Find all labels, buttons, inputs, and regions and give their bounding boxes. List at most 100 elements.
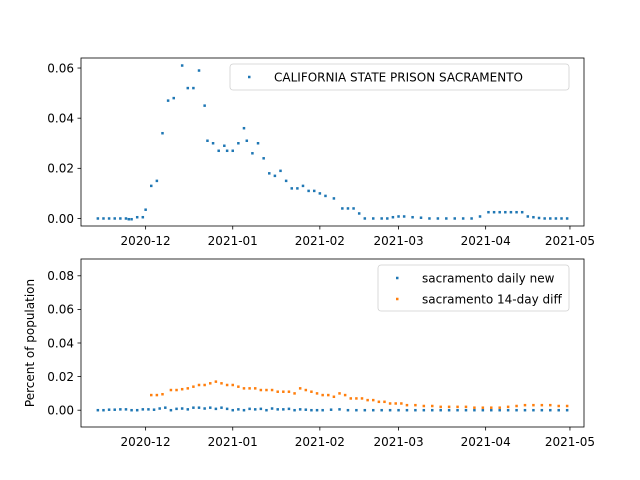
x-tick-label: 2021-02: [295, 234, 345, 248]
data-point: [473, 406, 476, 409]
x-tick-label: 2021-01: [208, 435, 258, 449]
data-point: [565, 408, 569, 412]
series-0: [96, 64, 569, 221]
data-point: [346, 207, 350, 210]
data-point: [180, 64, 184, 67]
data-point: [394, 402, 397, 405]
x-tick-label: 2020-12: [121, 234, 171, 248]
data-point: [96, 217, 100, 220]
data-point: [447, 408, 451, 412]
data-point: [152, 408, 156, 411]
series-1: [150, 380, 569, 409]
data-point: [273, 174, 277, 178]
data-point: [180, 387, 184, 391]
legend-label: CALIFORNIA STATE PRISON SACRAMENTO: [274, 70, 523, 84]
data-point: [259, 407, 263, 411]
x-tick-label: 2021-03: [373, 435, 423, 449]
data-point: [492, 210, 496, 214]
data-point: [253, 387, 257, 390]
data-point: [464, 405, 468, 409]
data-point: [422, 404, 426, 408]
data-point: [175, 388, 178, 392]
x-tick-label: 2021-04: [461, 234, 511, 248]
y-tick-label: 0.04: [47, 336, 74, 350]
data-point: [490, 406, 493, 409]
y-tick-label: 0.00: [47, 404, 74, 418]
data-point: [557, 408, 560, 412]
data-point: [251, 152, 254, 155]
data-point: [473, 408, 476, 412]
data-point: [124, 217, 128, 220]
data-point: [371, 408, 375, 412]
data-point: [270, 407, 274, 410]
data-point: [180, 407, 184, 410]
data-point: [526, 215, 530, 218]
data-point: [560, 217, 563, 220]
data-point: [248, 387, 251, 390]
data-point: [324, 194, 327, 198]
data-point: [253, 408, 257, 411]
data-point: [428, 217, 431, 220]
data-point: [197, 383, 201, 387]
data-point: [209, 382, 212, 385]
data-point: [464, 408, 468, 412]
data-point: [304, 408, 308, 411]
data-point: [296, 187, 299, 190]
data-point: [366, 398, 369, 402]
data-point: [144, 208, 147, 211]
data-point: [158, 407, 161, 410]
data-point: [523, 408, 527, 412]
data-point: [307, 189, 310, 193]
data-point: [532, 408, 535, 412]
data-point: [343, 393, 347, 397]
data-point: [363, 217, 367, 220]
data-point: [388, 408, 392, 412]
data-point: [225, 383, 229, 387]
y-tick-label: 0.08: [47, 269, 74, 283]
legend-box: [229, 63, 570, 91]
data-point: [276, 408, 279, 411]
data-point: [481, 408, 485, 412]
data-point: [329, 408, 333, 411]
y-tick-label: 0.06: [47, 303, 74, 317]
data-point: [357, 212, 361, 215]
data-point: [405, 403, 409, 407]
data-point: [557, 404, 560, 408]
legend-label: sacramento daily new: [422, 271, 555, 285]
legend-marker: [396, 276, 399, 280]
data-point: [119, 217, 122, 220]
data-point: [549, 217, 552, 220]
data-point: [161, 131, 164, 135]
data-point: [279, 169, 282, 173]
data-point: [214, 407, 218, 411]
data-point: [461, 217, 465, 220]
data-point: [380, 217, 383, 220]
plot-frame: [80, 57, 585, 227]
data-point: [532, 403, 535, 407]
data-point: [543, 217, 546, 220]
y-axis-label: Percent of population: [23, 279, 37, 407]
data-point: [197, 406, 201, 409]
data-point: [223, 144, 226, 148]
data-point: [439, 405, 442, 409]
data-point: [220, 406, 223, 409]
data-point: [506, 408, 510, 412]
data-point: [371, 217, 375, 220]
x-tick-label: 2020-12: [121, 435, 171, 449]
data-point: [155, 179, 159, 183]
data-point: [377, 400, 381, 404]
data-point: [192, 406, 195, 409]
data-point: [231, 383, 234, 387]
data-point: [332, 197, 336, 200]
data-point: [481, 406, 485, 409]
data-point: [537, 216, 541, 220]
data-point: [242, 126, 246, 130]
data-point: [209, 406, 212, 409]
x-tick-label: 2021-05: [545, 234, 595, 248]
data-point: [248, 407, 251, 411]
data-point: [490, 408, 493, 412]
data-point: [498, 210, 501, 214]
data-point: [346, 408, 350, 412]
data-point: [515, 408, 518, 412]
data-point: [456, 405, 459, 409]
